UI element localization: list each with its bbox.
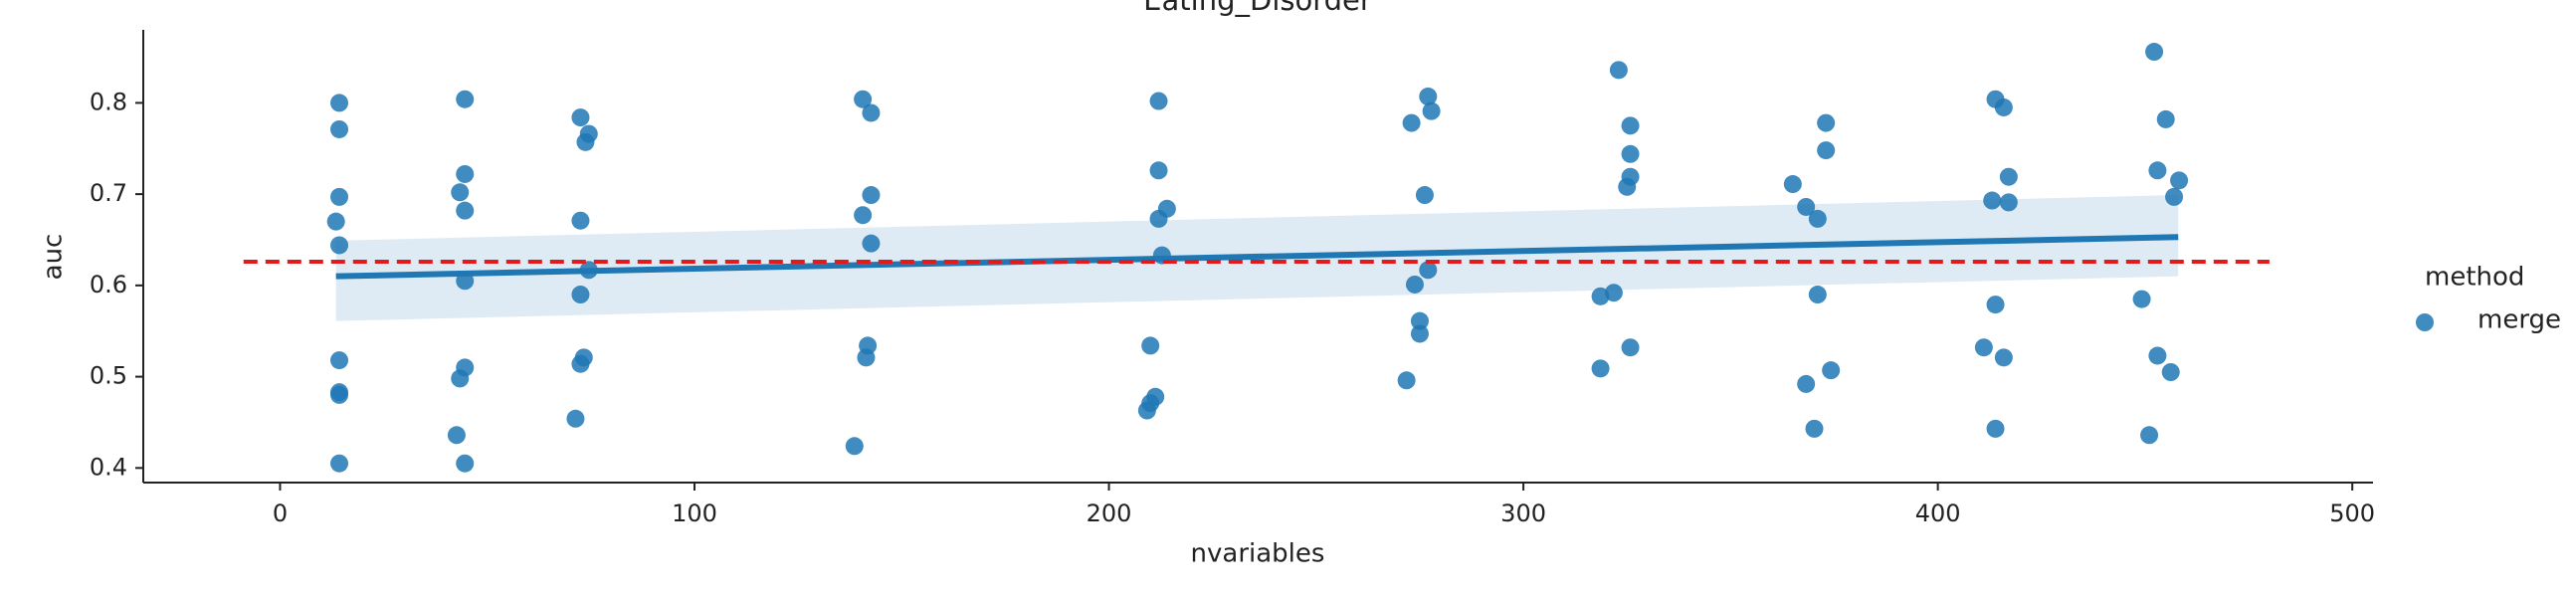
data-point [2165,187,2184,206]
data-point [1405,275,1424,294]
data-point [1137,401,1156,420]
data-point [1783,175,1802,194]
data-point [1621,116,1640,135]
data-point [1994,348,2013,367]
data-point [1149,92,1168,110]
x-tick-label: 200 [1087,499,1132,527]
data-point [447,426,466,445]
data-point [862,186,881,205]
data-point [862,103,881,122]
data-point [2170,171,2189,190]
legend-label: merge [2477,305,2561,335]
data-point [456,90,475,108]
data-point [571,286,590,304]
data-point [1986,296,2005,314]
data-point [1419,87,1438,105]
data-point [862,234,881,253]
y-axis-label: auc [39,234,69,281]
y-tick-label: 0.8 [90,88,127,115]
data-point [2148,161,2167,180]
data-point [1805,419,1824,438]
data-point [1415,186,1434,205]
data-point [1621,144,1640,163]
data-point [451,183,470,202]
regression-line [335,234,2179,280]
y-tick-label: 0.5 [90,362,127,390]
data-point [1141,336,1160,355]
data-point [1808,286,1827,304]
data-point [1397,371,1416,390]
chart-title: Eating_Disorder [1143,0,1372,17]
data-point [2132,290,2151,308]
data-point [571,108,590,127]
data-point [1817,141,1836,160]
data-point [1591,287,1610,305]
data-point [1422,101,1441,120]
y-tick-label: 0.6 [90,271,127,298]
x-tick-label: 500 [2329,499,2375,527]
data-point [1994,98,2013,116]
legend-title: method [2425,263,2524,293]
data-point [854,206,873,225]
data-point [330,454,349,473]
data-point [1410,324,1429,343]
data-point [456,454,475,473]
data-point [2156,109,2175,128]
data-point [1817,113,1836,132]
legend-marker [2416,313,2434,331]
data-point [330,236,349,255]
data-point [1149,161,1168,180]
data-point [326,212,345,231]
data-point [1149,209,1168,228]
data-point [330,187,349,206]
data-point [2148,346,2167,365]
data-point [1797,197,1816,216]
data-point [1974,338,1993,357]
data-point [1822,361,1841,380]
data-point [1986,419,2005,438]
data-point [330,351,349,370]
data-point [2161,363,2180,382]
data-point [1618,177,1637,196]
data-point [1402,113,1421,132]
data-point [857,348,876,367]
x-axis-label: nvariables [1191,539,1325,569]
data-point [1591,359,1610,378]
data-point [1609,61,1628,80]
y-tick-label: 0.4 [90,453,127,481]
data-point [571,354,590,373]
data-point [330,119,349,138]
data-point [451,369,470,388]
data-point [456,164,475,183]
x-tick-label: 400 [1915,499,1961,527]
data-point [1419,261,1438,280]
x-tick-label: 100 [672,499,717,527]
data-point [1983,191,2002,210]
data-point [2145,43,2164,62]
data-point [1999,193,2018,212]
data-point [456,201,475,220]
data-point [330,94,349,112]
data-point [330,385,349,404]
data-point [1797,374,1816,393]
x-tick-label: 300 [1500,499,1546,527]
data-point [566,409,585,428]
data-point [1410,311,1429,330]
data-point [1621,338,1640,357]
data-point [579,124,598,143]
data-point [1999,167,2018,186]
data-point [854,90,873,108]
data-point [1808,209,1827,228]
y-tick-label: 0.7 [90,179,127,207]
x-tick-label: 0 [273,499,288,527]
data-point [2140,426,2159,445]
data-point [845,437,864,456]
data-point [571,211,590,230]
